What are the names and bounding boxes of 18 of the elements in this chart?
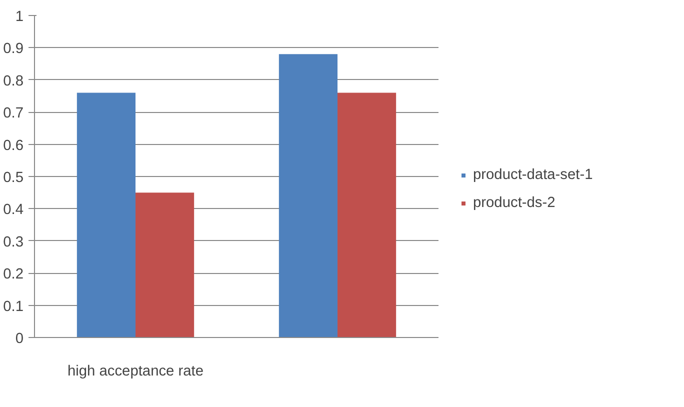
y-tick-label: 0.3 (3, 234, 24, 250)
y-tick-label: 0 (15, 331, 24, 347)
y-tick-label: 0.2 (3, 266, 24, 283)
bar (136, 192, 194, 338)
y-tick-label: 0.9 (3, 41, 24, 58)
y-tick-label: 0.6 (3, 138, 24, 154)
y-tick-label: 0.4 (3, 202, 24, 218)
y-tick-label: 0.7 (3, 106, 24, 122)
x-tick-label: high acceptance rate (67, 364, 204, 380)
y-tick-label: 1 (15, 9, 24, 25)
bar (338, 92, 396, 338)
y-tick-label: 0.8 (3, 73, 24, 90)
y-tick-label: 0.5 (3, 170, 24, 186)
bar (278, 54, 338, 338)
legend-label: product-data-set-1 (473, 166, 593, 182)
legend-label: product-ds-2 (473, 194, 556, 210)
y-tick-label: 0.1 (3, 298, 24, 315)
bar (76, 92, 136, 338)
